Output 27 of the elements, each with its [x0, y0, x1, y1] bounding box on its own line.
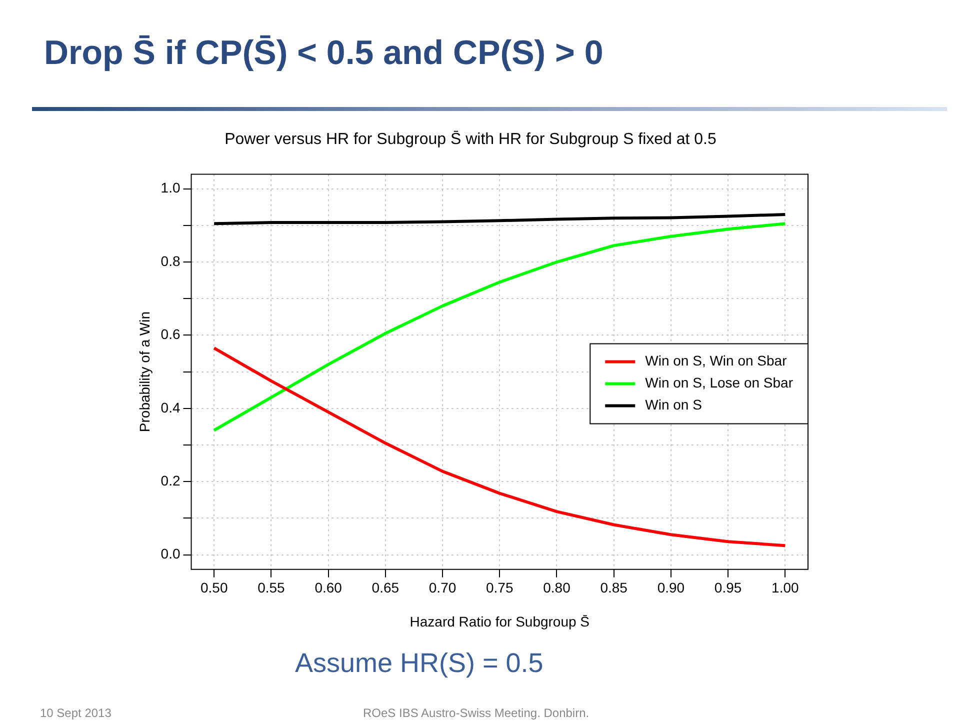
- x-tick-label: 0.80: [543, 580, 571, 596]
- x-axis-title: Hazard Ratio for Subgroup S̄: [410, 613, 590, 630]
- text: ROeS IBS Austro-Swiss Meeting. Donbirn.: [363, 706, 590, 720]
- text: Assume HR(S) = 0.5: [295, 648, 544, 679]
- text: Drop S̄ if CP(S̄) < 0.5 and CP(S) > 0: [44, 34, 604, 73]
- y-tick-label: 0.8: [160, 252, 180, 269]
- y-tick-label: 0.0: [160, 546, 180, 562]
- x-tick-label: 0.60: [314, 580, 342, 596]
- legend-label: Win on S, Lose on Sbar: [645, 374, 794, 391]
- y-tick-label: 0.6: [160, 326, 180, 342]
- text: 10 Sept 2013: [40, 706, 112, 720]
- x-tick-label: 1.00: [772, 580, 799, 596]
- x-tick-label: 0.55: [258, 580, 286, 596]
- legend-label: Win on S: [645, 396, 702, 413]
- y-axis-title: Probability of a Win: [136, 311, 152, 432]
- x-tick-label: 0.50: [200, 580, 228, 596]
- x-tick-label: 0.65: [372, 580, 400, 596]
- y-tick-label: 0.4: [160, 399, 180, 416]
- y-tick-label: 0.2: [160, 472, 180, 488]
- x-tick-label: 0.70: [428, 580, 456, 596]
- x-tick-label: 0.75: [486, 580, 514, 596]
- x-tick-label: 0.85: [600, 580, 628, 596]
- chart-title: Power versus HR for Subgroup S̄ with HR for Subgroup S fixed at 0.5: [224, 130, 716, 148]
- legend-label: Win on S, Win on Sbar: [645, 352, 788, 369]
- y-tick-label: 1.0: [160, 180, 180, 196]
- x-tick-label: 0.95: [714, 580, 742, 596]
- x-tick-label: 0.90: [657, 580, 685, 596]
